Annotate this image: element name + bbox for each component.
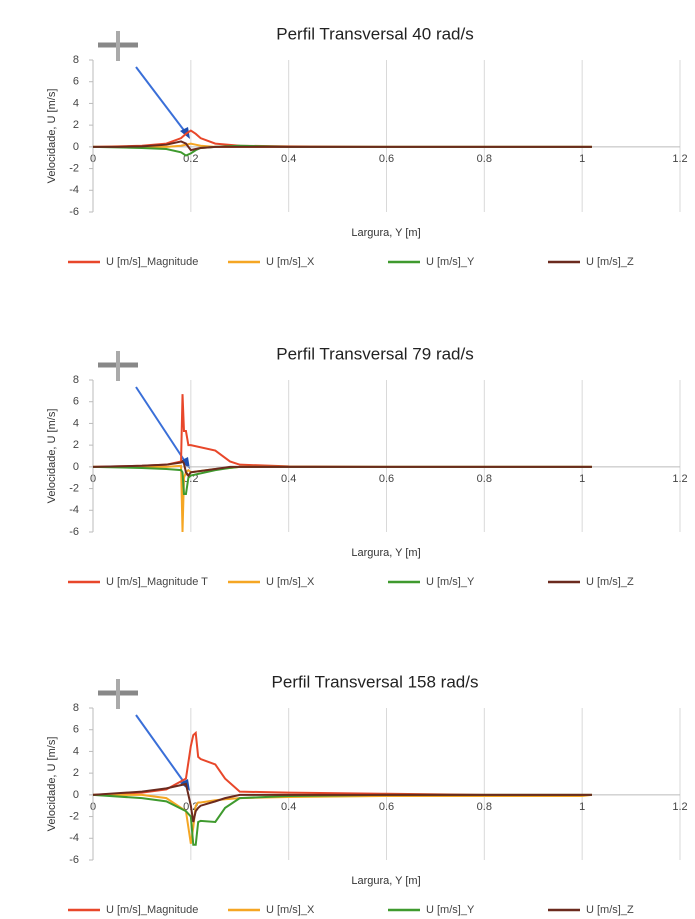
x-tick-label: 1 <box>579 801 585 813</box>
y-tick-label: 8 <box>73 374 79 386</box>
x-tick-label: 1 <box>579 473 585 485</box>
x-tick-label: 0.4 <box>281 473 296 485</box>
y-tick-label: -4 <box>69 504 79 516</box>
y-tick-label: 0 <box>73 141 79 153</box>
x-tick-label: 1.2 <box>672 801 687 813</box>
legend-label: U [m/s]_X <box>266 576 315 588</box>
legend-label: U [m/s]_Magnitude <box>106 256 198 268</box>
y-tick-label: -2 <box>69 482 79 494</box>
y-tick-label: -6 <box>69 526 79 538</box>
y-tick-label: 6 <box>73 724 79 736</box>
y-tick-label: 0 <box>73 789 79 801</box>
y-axis-title: Velocidade, U [m/s] <box>46 409 58 504</box>
y-tick-label: 2 <box>73 439 79 451</box>
legend-label: U [m/s]_X <box>266 904 315 916</box>
y-tick-label: 2 <box>73 767 79 779</box>
y-tick-label: 8 <box>73 54 79 66</box>
chart-title: Perfil Transversal 40 rad/s <box>276 24 473 43</box>
legend-label: U [m/s]_Magnitude <box>106 904 198 916</box>
propeller-icon <box>98 679 190 791</box>
y-tick-label: -6 <box>69 854 79 866</box>
series-line <box>93 795 592 845</box>
propeller-icon <box>98 31 190 139</box>
chart-title: Perfil Transversal 79 rad/s <box>276 344 473 363</box>
x-axis-title: Largura, Y [m] <box>351 547 420 559</box>
y-tick-label: -2 <box>69 810 79 822</box>
y-tick-label: -4 <box>69 832 79 844</box>
legend-label: U [m/s]_Y <box>426 256 475 268</box>
legend-label: U [m/s]_Y <box>426 904 475 916</box>
x-tick-label: 0.4 <box>281 153 296 165</box>
y-tick-label: 0 <box>73 461 79 473</box>
x-tick-label: 0.6 <box>379 801 394 813</box>
y-tick-label: 4 <box>73 745 79 757</box>
y-tick-label: -4 <box>69 184 79 196</box>
series-line <box>93 467 592 494</box>
y-tick-label: 4 <box>73 97 79 109</box>
x-tick-label: 0.6 <box>379 473 394 485</box>
y-axis-title: Velocidade, U [m/s] <box>46 89 58 184</box>
y-tick-label: 2 <box>73 119 79 131</box>
x-tick-label: 0.8 <box>477 153 492 165</box>
page: Perfil Transversal 40 rad/s00.20.40.60.8… <box>0 0 695 919</box>
legend-label: U [m/s]_Z <box>586 576 634 588</box>
y-tick-label: 6 <box>73 396 79 408</box>
x-axis-title: Largura, Y [m] <box>351 875 420 887</box>
legend-label: U [m/s]_X <box>266 256 315 268</box>
x-tick-label: 0.8 <box>477 801 492 813</box>
y-tick-label: 8 <box>73 702 79 714</box>
x-tick-label: 0.4 <box>281 801 296 813</box>
x-axis-title: Largura, Y [m] <box>351 227 420 239</box>
series-line <box>93 466 592 532</box>
x-tick-label: 1 <box>579 153 585 165</box>
y-tick-label: -6 <box>69 206 79 218</box>
x-tick-label: 1.2 <box>672 153 687 165</box>
y-tick-label: 4 <box>73 417 79 429</box>
legend-label: U [m/s]_Z <box>586 904 634 916</box>
propeller-icon <box>98 351 190 469</box>
series-line <box>93 394 592 467</box>
legend-label: U [m/s]_Z <box>586 256 634 268</box>
x-tick-label: 1.2 <box>672 473 687 485</box>
x-tick-label: 0.8 <box>477 473 492 485</box>
x-tick-label: 0.6 <box>379 153 394 165</box>
y-tick-label: 6 <box>73 76 79 88</box>
legend-label: U [m/s]_Magnitude T <box>106 576 208 588</box>
series-line <box>93 733 592 795</box>
y-axis-title: Velocidade, U [m/s] <box>46 737 58 832</box>
legend-label: U [m/s]_Y <box>426 576 475 588</box>
chart-title: Perfil Transversal 158 rad/s <box>272 672 479 691</box>
y-tick-label: -2 <box>69 162 79 174</box>
